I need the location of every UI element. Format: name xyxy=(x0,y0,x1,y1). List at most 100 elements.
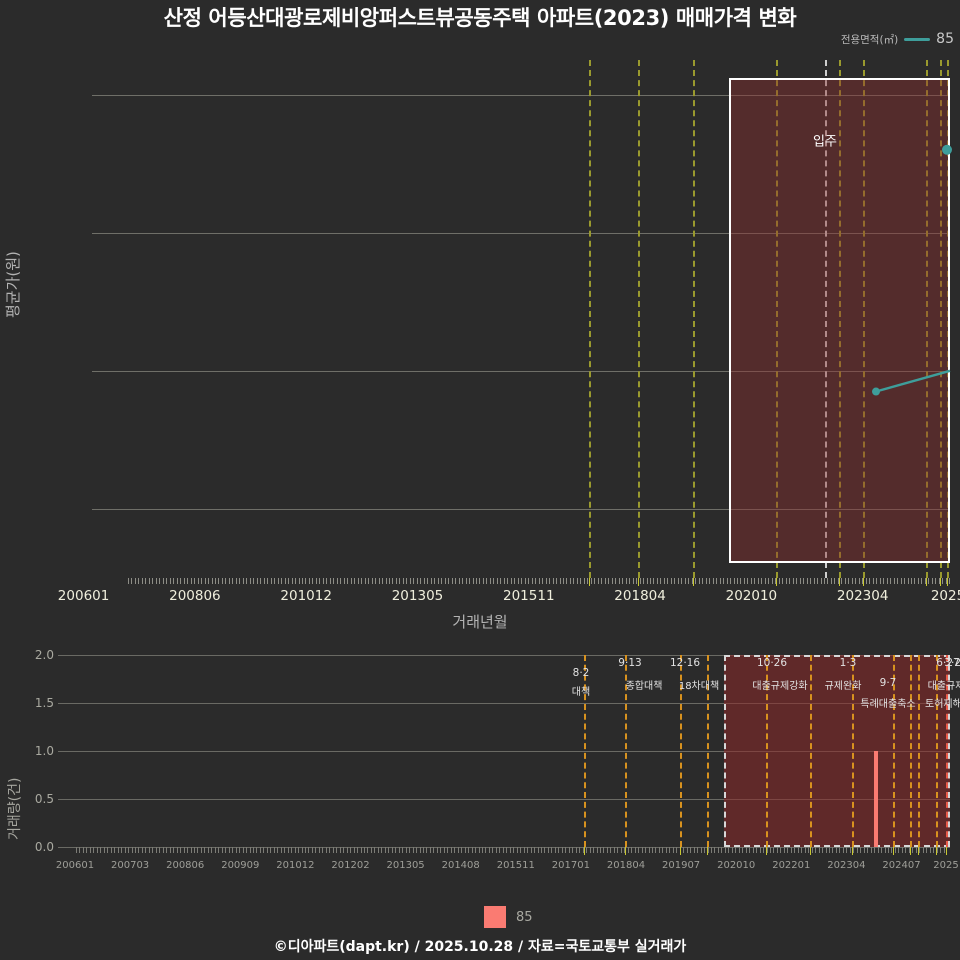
bottom-axis-tick xyxy=(357,847,358,853)
top-axis-tick xyxy=(681,578,682,584)
top-axis-tick xyxy=(901,578,902,584)
bottom-axis-tick xyxy=(638,847,639,853)
bottom-axis-tick xyxy=(374,847,375,853)
bottom-axis-tick xyxy=(645,847,646,853)
top-axis-tick xyxy=(573,578,574,584)
bottom-axis-tick xyxy=(746,847,747,853)
bottom-axis-tick xyxy=(132,847,133,853)
bottom-axis-tick xyxy=(881,847,882,853)
bottom-axis-tick xyxy=(236,847,237,853)
bottom-axis-tick xyxy=(805,847,806,853)
top-axis-tick xyxy=(841,578,842,584)
bottom-axis-tick xyxy=(565,847,566,853)
bottom-axis-tick xyxy=(107,847,108,853)
bottom-axis-tick xyxy=(572,847,573,853)
top-axis-tick xyxy=(246,578,247,584)
top-axis-tick xyxy=(514,578,515,584)
policy-annotation-label: 대책 xyxy=(572,683,590,698)
top-axis-tick xyxy=(831,578,832,584)
bottom-y-tick-label: 1.5 xyxy=(35,696,54,710)
top-axis-tick xyxy=(427,578,428,584)
top-axis-tick xyxy=(163,578,164,584)
top-axis-tick xyxy=(511,578,512,584)
top-x-axis-title: 거래년월 xyxy=(0,611,960,632)
top-x-tick-label: 201511 xyxy=(503,588,555,604)
legend-top-line-swatch xyxy=(904,38,930,41)
bottom-axis-tick xyxy=(628,847,629,853)
bottom-axis-tick xyxy=(586,847,587,853)
bottom-axis-tick xyxy=(697,847,698,853)
price-chart-plot-area: 4.8억4.6억4.4억4.2억입주 xyxy=(92,60,950,578)
bottom-axis-tick xyxy=(485,847,486,853)
top-axis-tick xyxy=(212,578,213,584)
bottom-axis-tick xyxy=(517,847,518,853)
bottom-axis-tick xyxy=(534,847,535,853)
bottom-axis-tick xyxy=(454,847,455,853)
top-axis-tick xyxy=(358,578,359,584)
top-axis-tick xyxy=(563,578,564,584)
top-axis-tick xyxy=(772,578,773,584)
top-axis-tick xyxy=(399,578,400,584)
bottom-axis-tick xyxy=(177,847,178,853)
bottom-axis-tick xyxy=(902,847,903,853)
bottom-axis-tick xyxy=(579,847,580,853)
bottom-axis-tick xyxy=(551,847,552,853)
bottom-axis-tick xyxy=(392,847,393,853)
bottom-axis-tick xyxy=(635,847,636,853)
top-axis-tick xyxy=(222,578,223,584)
top-axis-tick xyxy=(761,578,762,584)
bottom-axis-tick xyxy=(302,847,303,853)
bottom-axis-tick xyxy=(83,847,84,853)
bottom-axis-tick xyxy=(416,847,417,853)
bottom-axis-tick xyxy=(364,847,365,853)
top-axis-tick xyxy=(921,578,922,584)
top-x-tick-label: 200601 xyxy=(58,588,110,604)
top-axis-tick xyxy=(601,578,602,584)
top-axis-tick xyxy=(932,578,933,584)
bottom-axis-tick xyxy=(916,847,917,853)
top-axis-tick xyxy=(159,578,160,584)
top-axis-tick xyxy=(504,578,505,584)
top-axis-tick xyxy=(337,578,338,584)
top-axis-tick xyxy=(605,578,606,584)
top-axis-tick xyxy=(466,578,467,584)
top-axis-tick xyxy=(281,578,282,584)
top-axis-tick xyxy=(866,578,867,584)
top-axis-tick xyxy=(869,578,870,584)
bottom-axis-tick-highlight xyxy=(810,847,811,855)
top-axis-tick xyxy=(622,578,623,584)
bottom-axis-tick xyxy=(888,847,889,853)
volume-chart-plot-area: 2.01.51.00.50.08·2대책9·13종합대책12·1618차대책10… xyxy=(58,655,950,847)
top-axis-tick xyxy=(194,578,195,584)
bottom-axis-tick xyxy=(284,847,285,853)
top-axis-tick xyxy=(754,578,755,584)
top-axis-tick xyxy=(890,578,891,584)
bottom-axis-tick xyxy=(260,847,261,853)
bottom-axis-tick xyxy=(440,847,441,853)
top-axis-tick xyxy=(827,578,828,584)
top-axis-tick xyxy=(285,578,286,584)
bottom-axis-tick xyxy=(232,847,233,853)
bottom-axis-tick xyxy=(447,847,448,853)
top-axis-tick xyxy=(532,578,533,584)
top-axis-tick xyxy=(257,578,258,584)
bottom-axis-tick xyxy=(406,847,407,853)
bottom-axis-tick xyxy=(305,847,306,853)
bottom-axis-tick xyxy=(256,847,257,853)
bottom-x-tick-label: 202010 xyxy=(717,860,755,871)
top-axis-tick xyxy=(413,578,414,584)
bottom-axis-tick xyxy=(114,847,115,853)
top-axis-tick xyxy=(723,578,724,584)
top-axis-tick-highlight xyxy=(638,578,639,586)
bottom-axis-tick xyxy=(798,847,799,853)
top-axis-tick xyxy=(145,578,146,584)
bottom-axis-tick xyxy=(229,847,230,853)
bottom-axis-tick xyxy=(322,847,323,853)
bottom-axis-tick-highlight xyxy=(584,847,585,855)
top-axis-tick xyxy=(274,578,275,584)
bottom-axis-tick xyxy=(413,847,414,853)
bottom-axis-tick xyxy=(340,847,341,853)
bottom-axis-tick xyxy=(666,847,667,853)
bottom-axis-tick xyxy=(350,847,351,853)
top-axis-tick xyxy=(316,578,317,584)
